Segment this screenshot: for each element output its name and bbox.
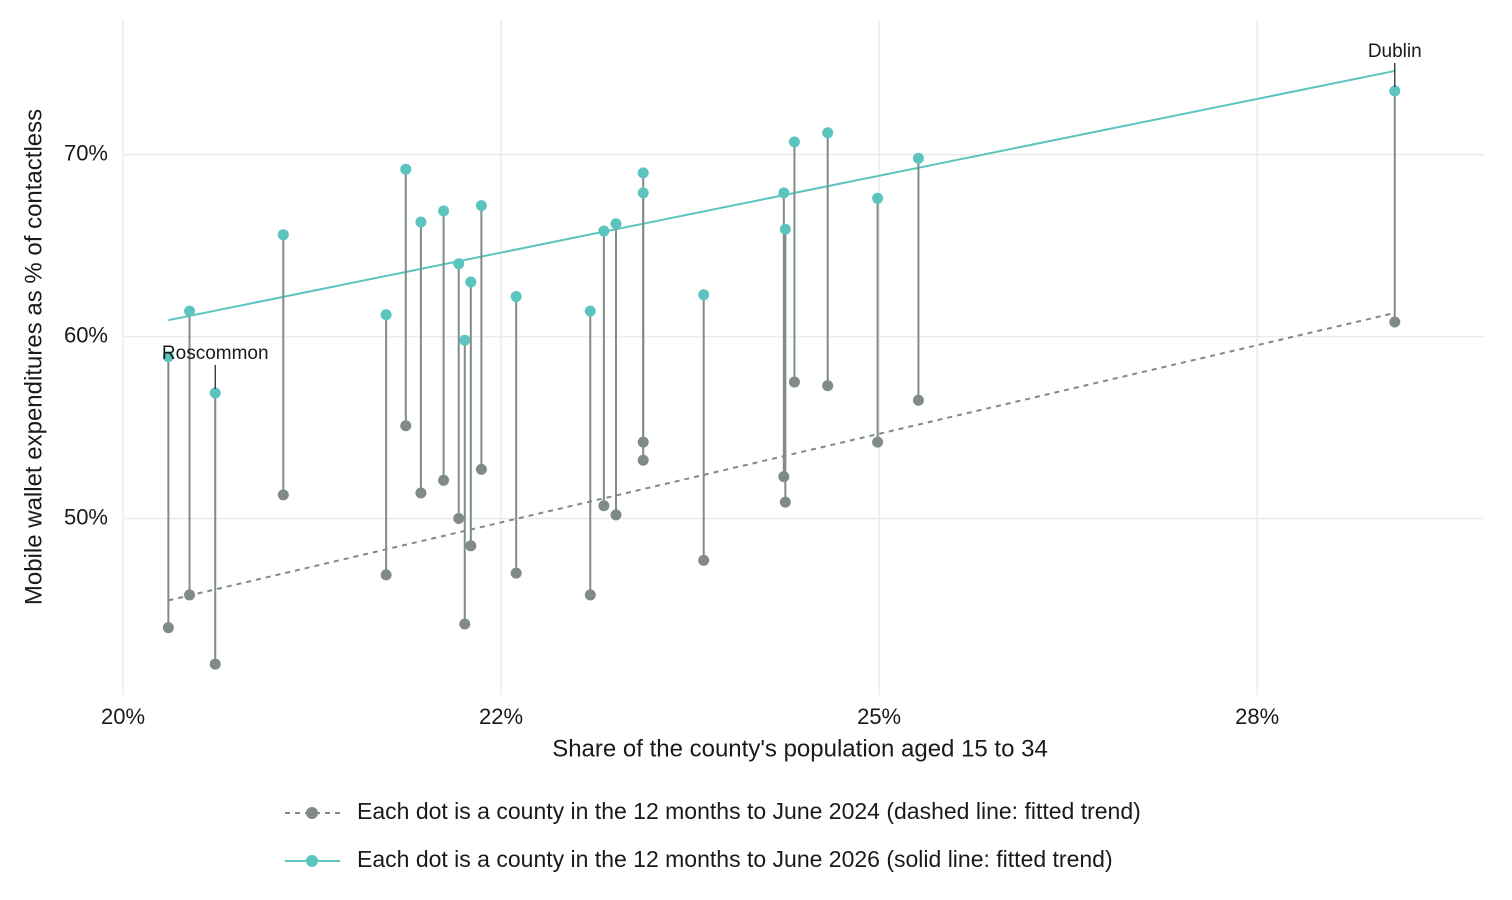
dot [510, 567, 522, 579]
dot [822, 127, 834, 139]
dot [637, 187, 649, 199]
x-axis-title: Share of the county's population aged 15… [552, 735, 1048, 762]
dot [184, 589, 196, 601]
dot [459, 618, 471, 630]
y-tick-label: 60% [64, 322, 108, 347]
dot [598, 500, 610, 512]
dot [637, 167, 649, 179]
dot [453, 513, 465, 525]
dot [637, 436, 649, 448]
dot [778, 187, 790, 199]
dot [1389, 85, 1401, 97]
dot [788, 136, 800, 148]
dot [584, 589, 596, 601]
dot [400, 420, 412, 432]
dot [698, 554, 710, 566]
dot [475, 200, 487, 212]
legend-dot [306, 855, 318, 867]
x-tick-label: 20% [101, 704, 145, 729]
dot [459, 334, 471, 346]
dot [510, 291, 522, 303]
x-tick-label: 22% [479, 704, 523, 729]
dot [277, 489, 289, 501]
legend-label: Each dot is a county in the 12 months to… [357, 798, 1141, 824]
dot [209, 658, 221, 670]
dot [788, 376, 800, 388]
dot [277, 229, 289, 241]
dot [598, 225, 610, 237]
dot [610, 509, 622, 521]
x-tick-label: 25% [857, 704, 901, 729]
legend-dot [306, 807, 318, 819]
legend-label: Each dot is a county in the 12 months to… [357, 846, 1113, 872]
dot [465, 276, 477, 288]
x-tick-label: 28% [1235, 704, 1279, 729]
dot [453, 258, 465, 270]
dot [380, 569, 392, 581]
dot [209, 387, 221, 399]
dot [184, 305, 196, 317]
dot [162, 351, 174, 363]
dot [872, 436, 884, 448]
dot [872, 192, 884, 204]
dot [400, 163, 412, 175]
dot [779, 223, 791, 235]
annotation: Dublin [1368, 41, 1422, 62]
dot [584, 305, 596, 317]
dot [415, 216, 427, 228]
dot [465, 540, 477, 552]
trend-line [168, 311, 1396, 602]
y-axis-title: Mobile wallet expenditures as % of conta… [20, 109, 47, 605]
dot [438, 474, 450, 486]
dot [1389, 316, 1401, 328]
dot [380, 309, 392, 321]
dot [637, 454, 649, 466]
dot [779, 496, 791, 508]
dot [610, 218, 622, 230]
dot [912, 152, 924, 164]
dot [475, 463, 487, 475]
y-tick-label: 70% [64, 140, 108, 165]
dot [912, 394, 924, 406]
dot [415, 487, 427, 499]
dot [822, 380, 834, 392]
y-tick-label: 50% [64, 504, 108, 529]
dot [438, 205, 450, 217]
dot [778, 471, 790, 483]
annotation: Roscommon [162, 343, 269, 364]
dot [698, 289, 710, 301]
dot [162, 622, 174, 634]
